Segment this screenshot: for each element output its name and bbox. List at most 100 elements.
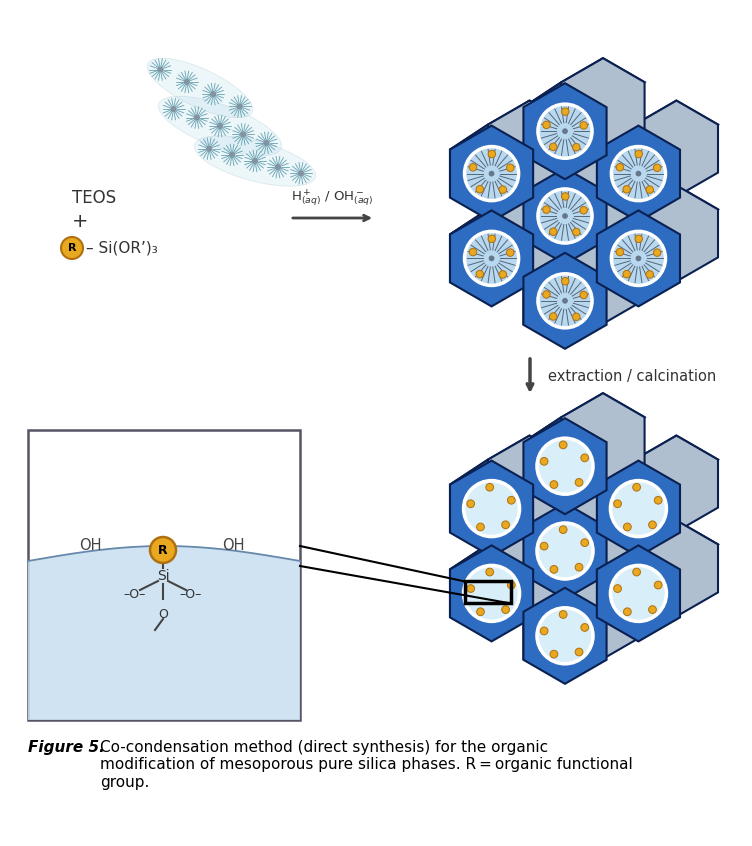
Polygon shape [450, 544, 488, 618]
Circle shape [462, 479, 521, 538]
Polygon shape [523, 143, 603, 192]
Circle shape [559, 441, 567, 448]
Polygon shape [565, 393, 644, 442]
Circle shape [550, 143, 557, 151]
Circle shape [608, 563, 669, 624]
Polygon shape [565, 478, 644, 527]
Polygon shape [562, 58, 644, 154]
Polygon shape [492, 185, 571, 234]
Text: extraction / calcination: extraction / calcination [548, 369, 716, 383]
Circle shape [466, 148, 517, 199]
Circle shape [540, 627, 548, 634]
Circle shape [612, 567, 665, 619]
Polygon shape [597, 520, 677, 569]
Circle shape [653, 164, 661, 172]
Circle shape [614, 500, 621, 508]
Polygon shape [638, 436, 718, 485]
Circle shape [462, 229, 520, 287]
Text: –O–: –O– [180, 587, 202, 601]
Circle shape [575, 563, 583, 571]
Circle shape [613, 233, 664, 283]
Text: R: R [68, 243, 76, 253]
Circle shape [499, 186, 507, 194]
Circle shape [206, 146, 212, 152]
Circle shape [559, 525, 567, 534]
Circle shape [635, 235, 642, 243]
Polygon shape [597, 436, 677, 485]
Polygon shape [450, 101, 529, 150]
Circle shape [562, 213, 568, 219]
Polygon shape [450, 210, 488, 283]
Polygon shape [488, 101, 571, 196]
Circle shape [507, 164, 514, 172]
Circle shape [616, 249, 623, 255]
Circle shape [581, 624, 589, 631]
Text: OH: OH [222, 539, 244, 553]
Circle shape [252, 158, 258, 164]
Circle shape [263, 140, 270, 146]
Circle shape [540, 190, 590, 241]
Polygon shape [562, 478, 644, 574]
Circle shape [614, 585, 621, 592]
Circle shape [616, 163, 623, 171]
Polygon shape [523, 82, 562, 155]
Text: Co-condensation method (direct synthesis) for the organic
modification of mesopo: Co-condensation method (direct synthesis… [100, 740, 632, 790]
Circle shape [508, 581, 515, 589]
Text: TEOS: TEOS [72, 189, 116, 207]
Circle shape [575, 479, 583, 486]
Text: +: + [72, 212, 89, 230]
Circle shape [654, 581, 662, 589]
Circle shape [543, 121, 550, 129]
Polygon shape [597, 211, 680, 306]
Polygon shape [565, 143, 644, 192]
Circle shape [536, 272, 594, 330]
Polygon shape [450, 211, 533, 306]
Bar [28, 430, 300, 720]
Circle shape [632, 569, 641, 576]
Polygon shape [597, 125, 680, 222]
Polygon shape [562, 143, 644, 239]
Circle shape [610, 229, 667, 287]
Circle shape [298, 170, 304, 177]
Polygon shape [492, 101, 571, 150]
Circle shape [550, 481, 558, 488]
Circle shape [623, 271, 630, 277]
Polygon shape [597, 546, 680, 641]
Circle shape [654, 497, 662, 504]
Circle shape [540, 458, 548, 465]
Polygon shape [597, 210, 635, 283]
Polygon shape [597, 460, 680, 557]
Circle shape [550, 313, 557, 321]
Circle shape [465, 482, 517, 535]
Text: –O–: –O– [124, 587, 146, 601]
Polygon shape [492, 436, 571, 485]
Polygon shape [523, 417, 562, 490]
Polygon shape [635, 101, 718, 196]
Circle shape [469, 249, 477, 255]
Polygon shape [638, 185, 718, 234]
Polygon shape [523, 478, 603, 527]
Polygon shape [523, 587, 562, 660]
Circle shape [157, 66, 164, 73]
Circle shape [580, 206, 587, 214]
Circle shape [499, 271, 507, 278]
Polygon shape [450, 459, 488, 533]
Circle shape [476, 185, 484, 193]
Circle shape [550, 565, 558, 574]
Circle shape [623, 185, 630, 193]
Circle shape [581, 454, 589, 462]
Circle shape [572, 228, 580, 236]
Circle shape [535, 606, 595, 666]
Circle shape [150, 537, 176, 563]
Polygon shape [450, 436, 529, 485]
Polygon shape [523, 58, 603, 107]
Ellipse shape [195, 136, 316, 186]
Circle shape [613, 148, 664, 199]
Polygon shape [28, 546, 300, 720]
Polygon shape [523, 252, 562, 325]
Circle shape [562, 129, 568, 134]
Circle shape [649, 521, 656, 529]
Circle shape [649, 606, 656, 613]
Circle shape [274, 164, 281, 170]
Circle shape [572, 144, 580, 151]
